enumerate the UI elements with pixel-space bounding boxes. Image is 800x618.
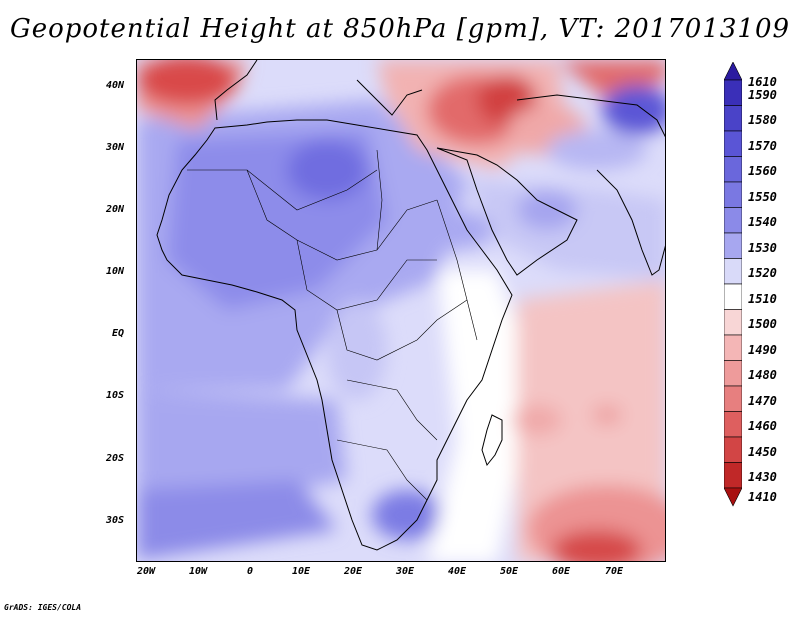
colorbar-swatch <box>724 130 742 157</box>
lat-label-20s: 20S <box>106 453 125 464</box>
lon-label-20e: 20E <box>343 566 363 577</box>
colorbar-swatch <box>724 360 742 387</box>
lon-label-20w: 20W <box>136 566 156 577</box>
geopotential-map <box>137 60 665 561</box>
lon-label-60e: 60E <box>551 566 571 577</box>
colorbar-label: 1570 <box>748 138 777 153</box>
colorbar-swatch <box>724 436 742 463</box>
lat-label-10s: 10S <box>106 390 125 401</box>
colorbar-label: 1550 <box>748 189 777 204</box>
colorbar-swatch <box>724 283 742 310</box>
colorbar-swatch <box>724 181 742 208</box>
colorbar-label: 1430 <box>748 470 777 485</box>
colorbar-label: 1480 <box>748 368 777 383</box>
colorbar-label: 1410 <box>748 490 777 504</box>
lat-label-20n: 20N <box>106 204 125 215</box>
colorbar-swatch <box>724 207 742 234</box>
lon-label-40e: 40E <box>447 566 467 577</box>
coastlines <box>156 60 665 551</box>
lon-label-50e: 50E <box>499 566 519 577</box>
grads-credit: GrADS: IGES/COLA <box>4 603 82 612</box>
lat-label-30s: 30S <box>106 515 125 526</box>
colorbar-label: 1500 <box>748 317 777 332</box>
colorbar-swatch <box>724 62 742 81</box>
colorbar-swatch <box>724 258 742 285</box>
lat-label-30n: 30N <box>106 142 125 153</box>
colorbar-label: 1540 <box>748 215 777 230</box>
colorbar-swatch <box>724 309 742 336</box>
lon-label-10e: 10E <box>291 566 311 577</box>
colorbar-label: 1560 <box>748 164 777 179</box>
lon-label-0: 0 <box>246 566 254 577</box>
lon-label-70e: 70E <box>604 566 624 577</box>
colorbar-label: 1490 <box>748 342 777 357</box>
lat-label-10n: 10N <box>106 266 125 277</box>
colorbar-label: 1470 <box>748 393 777 408</box>
colorbar-label: 1590 <box>748 87 777 102</box>
colorbar-swatch <box>724 105 742 132</box>
borders <box>187 149 478 501</box>
colorbar-label: 1450 <box>748 444 777 459</box>
colorbar-label: 1530 <box>748 240 777 255</box>
lon-label-30e: 30E <box>395 566 415 577</box>
colorbar-swatch <box>724 462 742 489</box>
colorbar-label: 1580 <box>748 113 777 128</box>
colorbar-swatch <box>724 232 742 259</box>
lat-label-40n: 40N <box>106 80 125 91</box>
colorbar-label: 1460 <box>748 419 777 434</box>
map-title: Geopotential Height at 850hPa [gpm], VT:… <box>9 14 791 44</box>
colorbar-label: 1610 <box>748 75 777 89</box>
colorbar-label: 1520 <box>748 266 777 281</box>
colorbar-swatch <box>724 385 742 412</box>
colorbar-swatch <box>724 411 742 438</box>
map-plot-area <box>136 59 666 562</box>
lat-label-eq: EQ <box>112 328 125 339</box>
colorbar-swatch <box>724 334 742 361</box>
height-field <box>137 60 665 561</box>
colorbar-label: 1510 <box>748 291 777 306</box>
colorbar-swatch <box>724 79 742 106</box>
colorbar <box>724 62 742 507</box>
colorbar-swatch <box>724 487 742 507</box>
colorbar-swatch <box>724 156 742 183</box>
lon-label-10w: 10W <box>188 566 208 577</box>
